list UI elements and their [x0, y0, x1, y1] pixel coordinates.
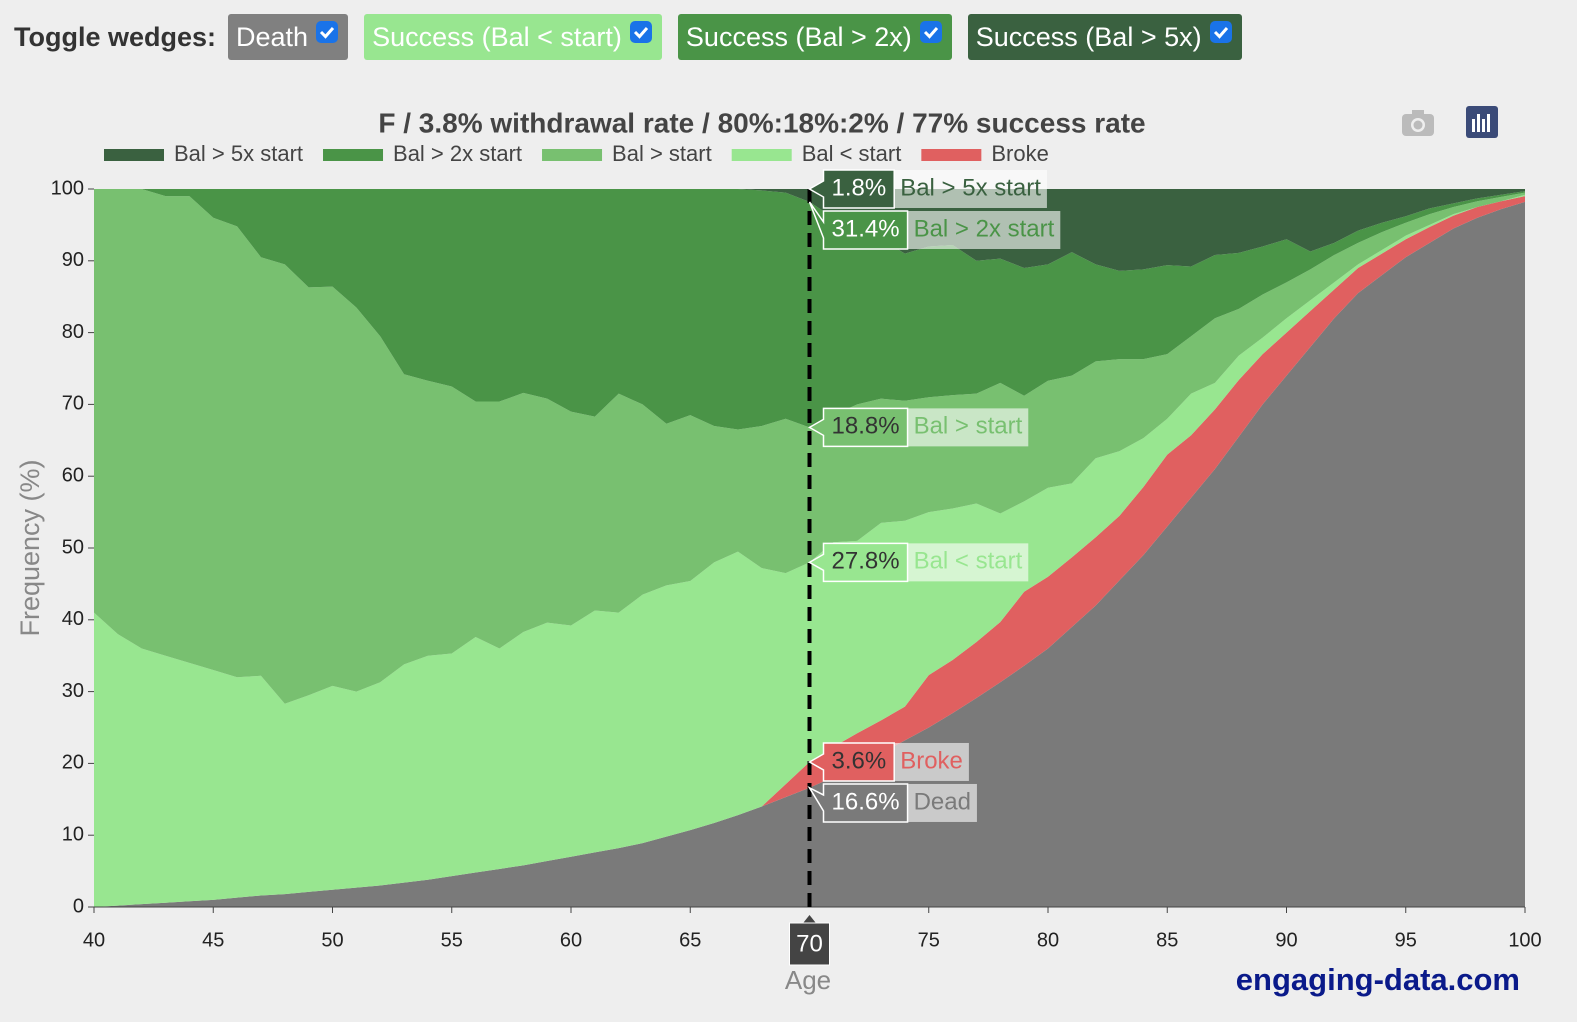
toggle-text: Success (Bal > 2x): [685, 21, 912, 52]
y-tick-label: 20: [62, 752, 84, 774]
x-tick-label: 95: [1395, 929, 1417, 951]
y-tick-label: 90: [62, 249, 84, 271]
footer-link[interactable]: engaging-data.com: [1235, 962, 1520, 997]
tooltip: 31.4% Bal > 2x start: [808, 201, 1061, 250]
toggle-button[interactable]: Success (Bal < start): [364, 14, 662, 60]
tooltip: 18.8% Bal > start: [807, 407, 1029, 448]
hover-x-label: 70: [796, 930, 823, 957]
legend-swatch: [323, 149, 384, 161]
toggle-button[interactable]: Success (Bal > 5x): [967, 14, 1242, 60]
tooltip-name: Bal > start: [914, 413, 1023, 440]
checkbox[interactable]: [919, 21, 942, 43]
tooltip-value: 3.6%: [832, 747, 887, 774]
y-tick-label: 40: [62, 608, 84, 630]
area: [94, 189, 1525, 271]
y-tick-label: 60: [62, 464, 84, 486]
x-tick-label: 75: [918, 929, 940, 951]
tooltip-name-box: [907, 783, 977, 822]
toggle-text: Success (Bal < start): [372, 21, 622, 52]
tooltip-name: Dead: [914, 788, 971, 815]
tooltip-value-box: [807, 742, 895, 782]
y-tick-label: 80: [62, 321, 84, 343]
x-tick-label: 40: [83, 929, 105, 951]
toggle-button[interactable]: Death: [228, 14, 349, 60]
checkbox[interactable]: [1209, 21, 1232, 43]
legend-swatch: [104, 149, 164, 161]
area: [94, 194, 1525, 907]
tooltip-value-box: [807, 407, 909, 448]
checkbox[interactable]: [316, 21, 339, 43]
x-tick-label: 45: [202, 929, 224, 951]
legend-label: Bal > 5x start: [174, 141, 303, 166]
tooltip: 3.6% Broke: [807, 742, 969, 782]
x-axis-label: Age: [785, 965, 831, 995]
tooltip-value-box: [807, 783, 909, 823]
chart-title: F / 3.8% withdrawal rate / 80%:18%:2% / …: [378, 107, 1145, 138]
x-tick-label: 50: [321, 929, 343, 951]
toggle-text: Success (Bal > 5x): [975, 21, 1202, 52]
tooltip-name: Bal > 5x start: [900, 174, 1041, 201]
tooltip: 27.8% Bal < start: [807, 542, 1029, 583]
x-tick-label: 65: [679, 929, 701, 951]
legend-swatch: [731, 149, 792, 161]
tooltip-value: 27.8%: [832, 548, 900, 575]
y-tick-label: 50: [62, 536, 84, 558]
checkbox[interactable]: [629, 21, 652, 43]
tooltip-name: Bal > 2x start: [914, 215, 1055, 242]
hover-x-box: [789, 922, 830, 966]
plotly-logo[interactable]: [1466, 106, 1498, 138]
x-tick-label: 60: [560, 929, 582, 951]
x-tick-label: 90: [1275, 929, 1297, 951]
x-tick-label: 55: [441, 929, 463, 951]
tooltip-value-box: [807, 542, 909, 583]
legend-swatch: [542, 149, 603, 161]
area: [94, 189, 1525, 704]
legend-swatch: [921, 149, 982, 161]
toggle-bar: Toggle wedges: Death Success (Bal < start…: [14, 14, 1242, 60]
tooltip-name-box: [907, 543, 1029, 582]
tooltip-name: Bal < start: [914, 548, 1023, 575]
camera-icon[interactable]: [1402, 110, 1434, 136]
x-tick-label: 100: [1508, 929, 1541, 951]
y-tick-label: 10: [62, 823, 84, 845]
legend-label: Broke: [991, 141, 1048, 166]
legend-label: Bal < start: [802, 141, 902, 166]
tooltip-value: 16.6%: [832, 788, 900, 815]
tooltip-name-box: [907, 408, 1029, 447]
tooltip-value: 31.4%: [832, 215, 900, 242]
tooltip: 1.8% Bal > 5x start: [807, 169, 1047, 209]
legend-label: Bal > 2x start: [393, 141, 522, 166]
tooltip-value: 1.8%: [832, 174, 887, 201]
y-tick-label: 30: [62, 680, 84, 702]
toggle-text: Death: [236, 21, 309, 52]
tooltip-value-box: [808, 201, 909, 250]
x-tick-label: 80: [1037, 929, 1059, 951]
x-tick-label: 85: [1156, 929, 1178, 951]
tooltip-name: Broke: [900, 747, 963, 774]
y-tick-label: 70: [62, 393, 84, 415]
y-axis-label: Frequency (%): [15, 459, 45, 636]
tooltip-value-box: [807, 169, 895, 209]
tooltip-name-box: [907, 211, 1061, 249]
y-tick-label: 100: [51, 177, 84, 199]
y-tick-label: 0: [73, 895, 84, 917]
tooltip-value: 18.8%: [832, 413, 900, 440]
tooltip: 16.6% Dead: [807, 783, 977, 823]
area: [94, 201, 1525, 907]
tooltip-name-box: [894, 170, 1047, 208]
tooltip-name-box: [894, 742, 969, 781]
toggle-label: Toggle wedges:: [14, 21, 217, 52]
legend-label: Bal > start: [612, 141, 712, 166]
toggle-button[interactable]: Success (Bal > 2x): [677, 14, 952, 60]
